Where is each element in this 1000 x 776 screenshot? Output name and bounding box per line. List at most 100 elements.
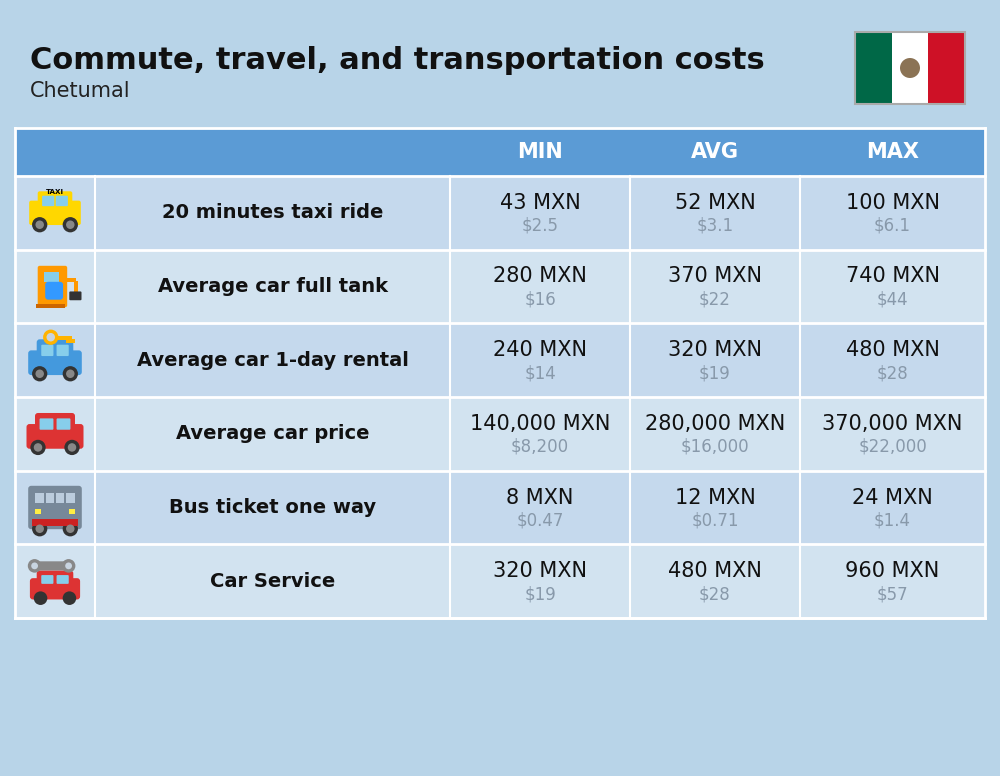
Bar [35,509,41,514]
Bar [855,32,892,104]
Circle shape [63,591,76,605]
Text: $0.47: $0.47 [516,511,564,529]
Bar [69,509,75,514]
Circle shape [35,369,44,378]
FancyBboxPatch shape [29,201,81,225]
Text: 960 MXN: 960 MXN [845,561,940,581]
Text: 280,000 MXN: 280,000 MXN [645,414,785,434]
Text: $57: $57 [877,585,908,603]
Bar [855,32,965,104]
Bar [64,278,76,282]
Bar [70,339,75,343]
Text: $0.71: $0.71 [691,511,739,529]
Text: $19: $19 [524,585,556,603]
Bar [892,32,928,104]
Text: TAXI: TAXI [46,189,64,196]
Circle shape [32,366,47,382]
Circle shape [68,443,76,452]
Text: $28: $28 [699,585,731,603]
Text: 320 MXN: 320 MXN [668,340,762,360]
Text: Average car price: Average car price [176,424,369,443]
FancyBboxPatch shape [35,413,75,432]
Text: $16,000: $16,000 [681,438,749,456]
Text: Car Service: Car Service [210,572,335,591]
FancyBboxPatch shape [57,418,70,430]
Text: $8,200: $8,200 [511,438,569,456]
Text: 43 MXN: 43 MXN [500,192,580,213]
Bar [630,128,800,176]
Circle shape [28,559,41,573]
FancyBboxPatch shape [57,575,69,584]
FancyBboxPatch shape [42,196,54,206]
Text: $44: $44 [877,290,908,309]
FancyBboxPatch shape [38,266,67,307]
Circle shape [34,591,47,605]
Bar [44,272,59,282]
Circle shape [66,220,75,229]
Text: AVG: AVG [691,142,739,162]
Circle shape [900,58,920,78]
Bar [66,339,70,343]
Bar [35,493,44,504]
FancyBboxPatch shape [57,345,69,356]
Circle shape [63,217,78,232]
Circle shape [30,440,46,455]
Bar [15,397,985,471]
FancyBboxPatch shape [56,196,68,206]
FancyBboxPatch shape [41,345,53,356]
Text: 280 MXN: 280 MXN [493,266,587,286]
FancyBboxPatch shape [30,578,80,600]
Circle shape [66,369,75,378]
Text: 20 minutes taxi ride: 20 minutes taxi ride [162,203,383,223]
Circle shape [35,220,44,229]
Bar [36,303,65,308]
Text: $6.1: $6.1 [874,217,911,235]
Circle shape [63,366,78,382]
Text: MAX: MAX [866,142,919,162]
Circle shape [64,440,80,455]
Text: 52 MXN: 52 MXN [675,192,755,213]
Text: 370,000 MXN: 370,000 MXN [822,414,963,434]
Text: Commute, travel, and transportation costs: Commute, travel, and transportation cost… [30,46,765,75]
FancyBboxPatch shape [38,191,72,208]
FancyBboxPatch shape [40,418,53,430]
Bar [15,250,985,324]
Circle shape [46,333,55,341]
Circle shape [34,443,42,452]
FancyBboxPatch shape [30,561,71,570]
FancyBboxPatch shape [37,570,73,587]
Circle shape [66,525,75,533]
Circle shape [43,330,58,345]
Text: Average car 1-day rental: Average car 1-day rental [137,351,408,369]
Bar [56,493,64,504]
Bar [15,544,985,618]
Bar [46,493,54,504]
FancyBboxPatch shape [41,575,53,584]
Text: Bus ticket one way: Bus ticket one way [169,498,376,517]
Bar [66,493,75,504]
FancyBboxPatch shape [37,339,73,359]
Text: Average car full tank: Average car full tank [158,277,388,296]
Text: 740 MXN: 740 MXN [846,266,940,286]
Text: 480 MXN: 480 MXN [846,340,939,360]
Text: 370 MXN: 370 MXN [668,266,762,286]
Circle shape [62,559,75,573]
Circle shape [32,521,47,536]
FancyBboxPatch shape [26,424,84,449]
Bar [74,281,78,295]
Text: 240 MXN: 240 MXN [493,340,587,360]
Text: $22: $22 [699,290,731,309]
Circle shape [32,217,47,232]
Text: $16: $16 [524,290,556,309]
Text: 24 MXN: 24 MXN [852,487,933,508]
Text: 480 MXN: 480 MXN [668,561,762,581]
Circle shape [63,521,78,536]
Circle shape [35,525,44,533]
Circle shape [65,563,72,570]
Text: 8 MXN: 8 MXN [506,487,574,508]
FancyBboxPatch shape [69,292,82,300]
FancyBboxPatch shape [45,282,63,300]
Text: MIN: MIN [517,142,563,162]
Bar [928,32,965,104]
Text: $14: $14 [524,364,556,382]
